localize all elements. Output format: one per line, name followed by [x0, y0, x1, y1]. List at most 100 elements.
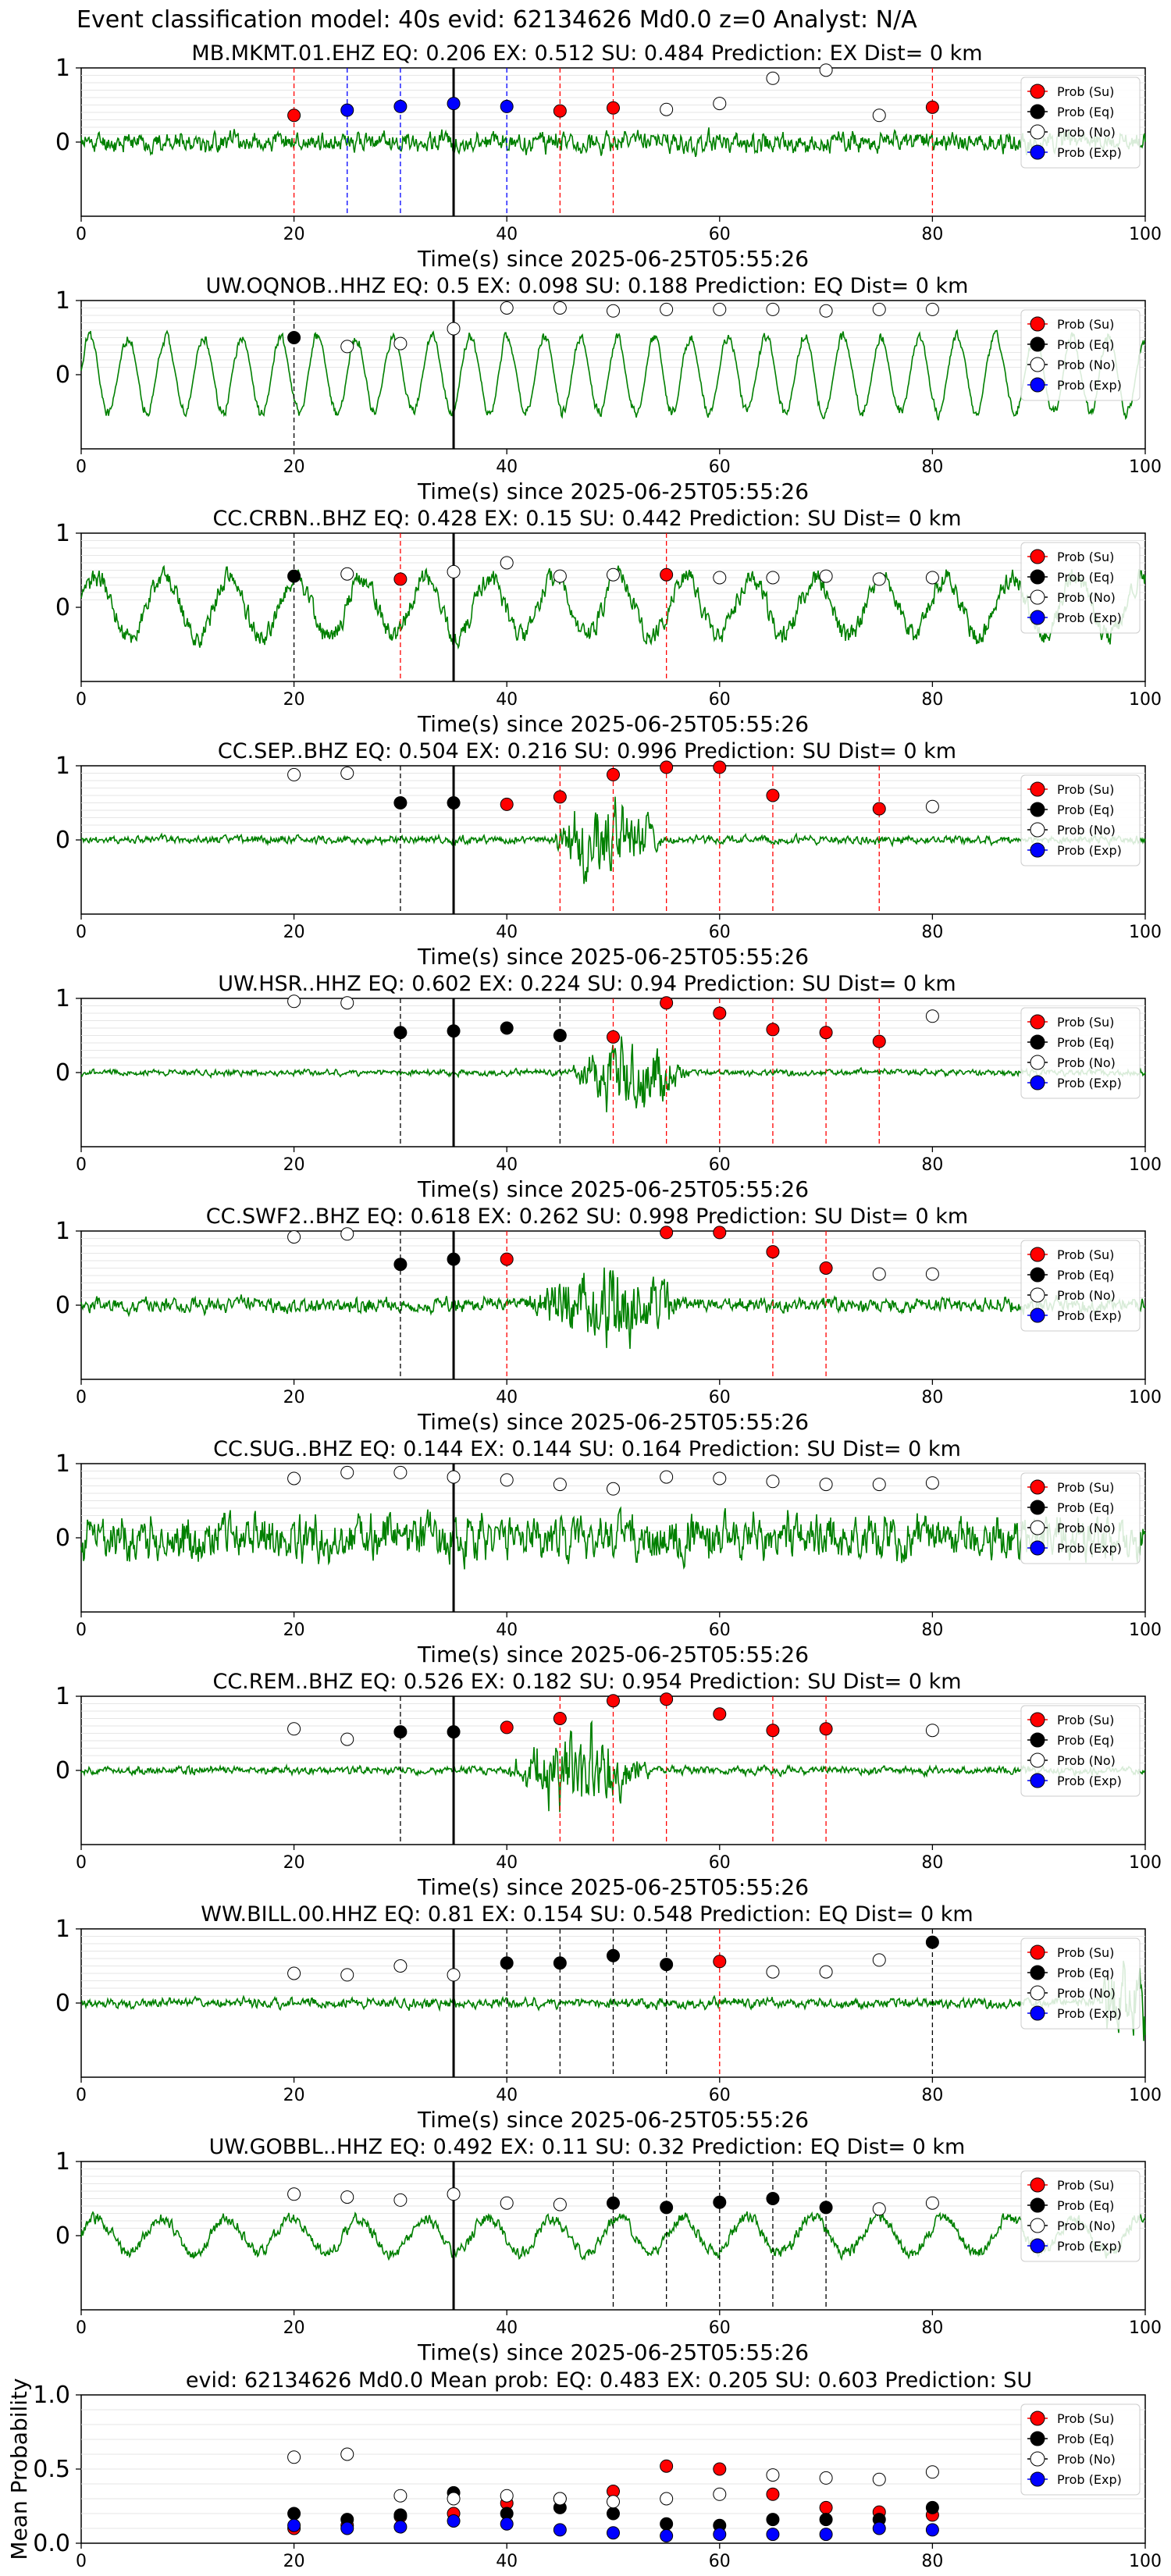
- x-tick-label: 40: [496, 1388, 518, 1407]
- x-tick-label: 40: [496, 2086, 518, 2105]
- prob-point: [607, 568, 620, 582]
- prob-point: [766, 1475, 780, 1489]
- mean-point: [872, 2521, 886, 2535]
- panel-mb-mkmt-01-ehz: MB.MKMT.01.EHZ EQ: 0.206 EX: 0.512 SU: 0…: [55, 41, 1162, 272]
- legend-label: Prob (Eq): [1057, 1966, 1114, 1980]
- mean-point: [287, 2450, 301, 2464]
- legend-label: Prob (Su): [1057, 317, 1114, 332]
- mean-point: [500, 2489, 514, 2503]
- legend-label: Prob (No): [1057, 1753, 1116, 1768]
- prob-point: [766, 71, 780, 85]
- legend-box: [1020, 1472, 1141, 1564]
- panel-title: UW.GOBBL..HHZ EQ: 0.492 EX: 0.11 SU: 0.3…: [209, 2135, 966, 2159]
- legend-marker: [1030, 569, 1045, 585]
- x-tick-label: 20: [283, 1621, 305, 1640]
- mean-point: [607, 2495, 620, 2509]
- prob-point: [819, 1722, 833, 1736]
- legend-label: Prob (Su): [1057, 84, 1114, 99]
- panel-cc-sug--bhz: CC.SUG..BHZ EQ: 0.144 EX: 0.144 SU: 0.16…: [55, 1437, 1162, 1667]
- legend-label: Prob (Exp): [1057, 2239, 1122, 2254]
- legend-marker: [1030, 124, 1045, 140]
- legend-marker: [1030, 2471, 1045, 2487]
- x-tick-label: 60: [709, 2318, 731, 2338]
- mean-point: [872, 2472, 886, 2486]
- prob-point: [447, 1968, 461, 1982]
- prob-point: [393, 1465, 408, 1479]
- y-tick-label: 1: [55, 985, 70, 1012]
- legend-label: Prob (Su): [1057, 1015, 1114, 1030]
- y-tick-label: 1: [55, 55, 70, 82]
- mean-point: [819, 2471, 833, 2485]
- x-tick-label: 40: [496, 690, 518, 710]
- prob-point: [766, 2192, 780, 2205]
- prob-point: [819, 1261, 833, 1275]
- legend-marker: [1030, 1520, 1045, 1535]
- y-tick-label: 0: [55, 1757, 70, 1784]
- y-tick-label: 0: [55, 594, 70, 621]
- prob-point: [872, 1267, 886, 1281]
- panel-uw-oqnob--hhz: UW.OQNOB..HHZ EQ: 0.5 EX: 0.098 SU: 0.18…: [55, 274, 1162, 504]
- prob-point: [553, 790, 567, 804]
- prob-point: [713, 2195, 727, 2209]
- x-tick-label: 20: [283, 2086, 305, 2105]
- x-tick-label: 20: [283, 923, 305, 942]
- panel-cc-sep--bhz: CC.SEP..BHZ EQ: 0.504 EX: 0.216 SU: 0.99…: [55, 739, 1162, 970]
- panel-mean-probability: evid: 62134626 Md0.0 Mean prob: EQ: 0.48…: [6, 2368, 1162, 2571]
- prob-point: [872, 1953, 886, 1967]
- legend-marker: [1030, 2005, 1045, 2021]
- prob-point: [607, 1482, 620, 1496]
- prob-point: [340, 1227, 354, 1241]
- legend-marker: [1030, 1985, 1045, 2001]
- x-tick-label: 60: [709, 1621, 731, 1640]
- x-tick-label: 20: [283, 457, 305, 477]
- y-tick-label: 1: [55, 520, 70, 547]
- prob-point: [766, 788, 780, 802]
- x-tick-label: 100: [1129, 1853, 1162, 1873]
- x-tick-label: 60: [709, 2552, 731, 2571]
- prob-point: [819, 1478, 833, 1492]
- legend-box: [1020, 1240, 1141, 1332]
- x-tick-label: 60: [709, 923, 731, 942]
- prob-point: [447, 1470, 461, 1484]
- mean-point: [713, 2487, 727, 2501]
- x-tick-label: 0: [76, 1388, 87, 1407]
- legend-label: Prob (Exp): [1057, 2472, 1122, 2487]
- legend-box: [1020, 2403, 1141, 2496]
- waveform-trace: [80, 1506, 1146, 1570]
- legend-marker: [1030, 1479, 1045, 1495]
- waveform-trace: [80, 127, 1146, 158]
- legend-marker: [1030, 549, 1045, 564]
- legend-label: Prob (Exp): [1057, 378, 1122, 393]
- x-tick-label: 80: [921, 2086, 943, 2105]
- prob-point: [500, 1956, 514, 1970]
- legend-marker: [1030, 1732, 1045, 1748]
- prob-point: [766, 571, 780, 585]
- prob-point: [340, 2190, 354, 2204]
- prob-point: [713, 1955, 727, 1969]
- x-tick-label: 100: [1129, 690, 1162, 710]
- legend-label: Prob (Eq): [1057, 337, 1114, 352]
- legend-marker: [1030, 1034, 1045, 1050]
- x-axis-label: Time(s) since 2025-06-25T05:55:26: [417, 1642, 809, 1667]
- x-tick-label: 100: [1129, 2552, 1162, 2571]
- legend-marker: [1030, 1014, 1045, 1030]
- panel-title: CC.SWF2..BHZ EQ: 0.618 EX: 0.262 SU: 0.9…: [206, 1204, 968, 1229]
- prob-point: [660, 2201, 674, 2215]
- x-tick-label: 20: [283, 2552, 305, 2571]
- prob-point: [660, 760, 674, 774]
- prob-point: [500, 797, 514, 811]
- prob-point: [872, 802, 886, 816]
- legend-label: Prob (Exp): [1057, 1541, 1122, 1556]
- x-tick-label: 40: [496, 1621, 518, 1640]
- prob-point: [340, 996, 354, 1010]
- prob-point: [340, 767, 354, 780]
- legend-label: Prob (Su): [1057, 2178, 1114, 2193]
- mean-point: [340, 2447, 354, 2461]
- legend-marker: [1030, 822, 1045, 838]
- prob-point: [713, 1226, 727, 1240]
- prob-point: [713, 1006, 727, 1020]
- prob-point: [607, 1694, 620, 1708]
- prob-point: [447, 2187, 461, 2201]
- prob-point: [447, 564, 461, 578]
- y-tick-label: 0: [55, 1990, 70, 2017]
